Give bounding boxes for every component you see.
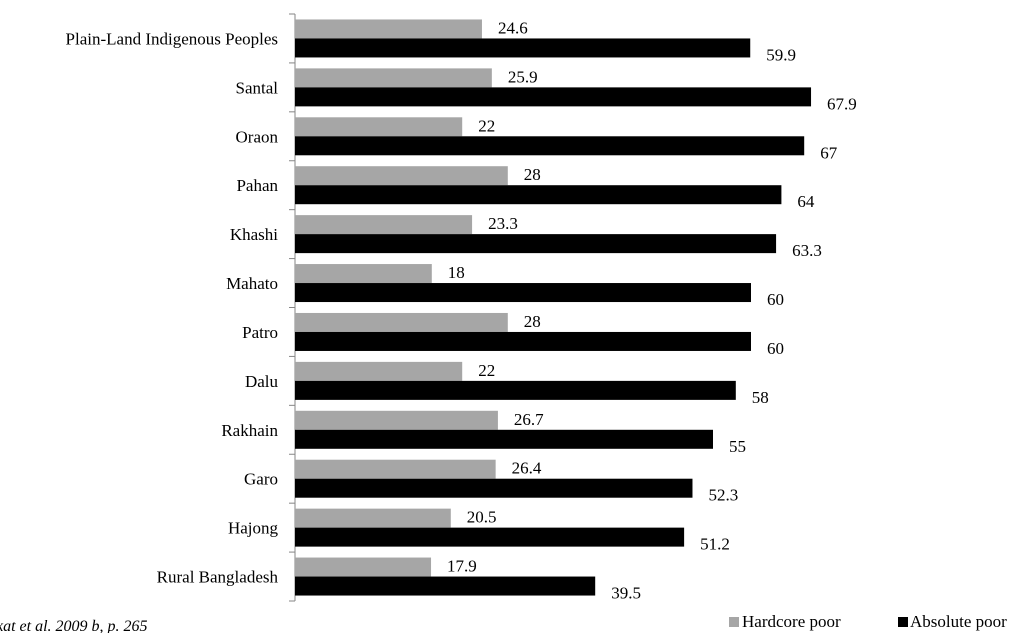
category-label-mahato: Mahato (226, 274, 278, 293)
legend-swatch-hardcore-poor (729, 617, 739, 627)
legend-label-absolute-poor: Absolute poor (910, 612, 1007, 631)
value-label-hardcore-poor-dalu: 22 (478, 361, 495, 380)
value-label-absolute-poor-santal: 67.9 (827, 94, 857, 113)
category-label-santal: Santal (236, 78, 279, 97)
bar-absolute-poor-garo (295, 478, 693, 498)
category-label-patro: Patro (242, 323, 278, 342)
value-label-hardcore-poor-santal: 25.9 (508, 67, 538, 86)
category-label-rural-bangladesh: Rural Bangladesh (157, 568, 279, 587)
category-label-oraon: Oraon (236, 127, 279, 146)
bar-absolute-poor-plain-land-indigenous-peoples (295, 38, 751, 58)
value-label-hardcore-poor-plain-land-indigenous-peoples: 24.6 (498, 18, 528, 37)
bar-absolute-poor-dalu (295, 380, 736, 400)
bars (295, 19, 812, 596)
bar-hardcore-poor-dalu (295, 361, 463, 381)
bar-hardcore-poor-plain-land-indigenous-peoples (295, 19, 482, 39)
value-label-hardcore-poor-pahan: 28 (524, 165, 541, 184)
value-label-absolute-poor-patro: 60 (767, 339, 784, 358)
value-label-absolute-poor-garo: 52.3 (708, 486, 738, 505)
bar-absolute-poor-hajong (295, 527, 685, 547)
bar-hardcore-poor-garo (295, 459, 496, 479)
value-label-absolute-poor-dalu: 58 (752, 388, 769, 407)
bar-absolute-poor-patro (295, 331, 751, 351)
source-note: kat et al. 2009 b, p. 265 (0, 618, 148, 633)
bar-hardcore-poor-khashi (295, 215, 473, 235)
category-label-pahan: Pahan (236, 176, 278, 195)
bar-hardcore-poor-patro (295, 312, 508, 332)
value-label-absolute-poor-hajong: 51.2 (700, 535, 730, 554)
value-label-absolute-poor-pahan: 64 (797, 192, 815, 211)
bar-hardcore-poor-hajong (295, 508, 451, 528)
value-label-absolute-poor-rural-bangladesh: 39.5 (611, 584, 641, 603)
category-label-rakhain: Rakhain (221, 421, 278, 440)
bar-hardcore-poor-pahan (295, 166, 508, 186)
value-label-hardcore-poor-garo: 26.4 (512, 459, 542, 478)
legend: Hardcore poor Absolute poor (729, 612, 1007, 631)
value-label-absolute-poor-rakhain: 55 (729, 437, 746, 456)
bar-absolute-poor-rural-bangladesh (295, 576, 596, 596)
bar-hardcore-poor-santal (295, 68, 492, 88)
bar-hardcore-poor-rakhain (295, 410, 498, 430)
labels: Plain-Land Indigenous Peoples 24.6 59.9 San… (66, 18, 857, 602)
bar-absolute-poor-khashi (295, 234, 777, 254)
bar-absolute-poor-mahato (295, 283, 751, 303)
category-axis (289, 13, 296, 602)
bar-hardcore-poor-mahato (295, 264, 432, 284)
value-label-hardcore-poor-mahato: 18 (448, 263, 465, 282)
category-label-plain-land-indigenous-peoples: Plain-Land Indigenous Peoples (66, 29, 278, 48)
value-label-absolute-poor-khashi: 63.3 (792, 241, 822, 260)
bar-absolute-poor-pahan (295, 185, 782, 205)
value-label-hardcore-poor-rural-bangladesh: 17.9 (447, 557, 477, 576)
category-label-dalu: Dalu (245, 372, 279, 391)
category-label-garo: Garo (244, 470, 278, 489)
value-label-absolute-poor-plain-land-indigenous-peoples: 59.9 (766, 45, 796, 64)
category-label-khashi: Khashi (230, 225, 278, 244)
bar-hardcore-poor-rural-bangladesh (295, 557, 432, 577)
bar-absolute-poor-santal (295, 87, 812, 107)
legend-label-hardcore-poor: Hardcore poor (742, 612, 841, 631)
category-label-hajong: Hajong (228, 519, 279, 538)
value-label-absolute-poor-mahato: 60 (767, 290, 784, 309)
bar-absolute-poor-rakhain (295, 429, 713, 449)
value-label-hardcore-poor-patro: 28 (524, 312, 541, 331)
value-label-hardcore-poor-khashi: 23.3 (488, 214, 518, 233)
legend-swatch-absolute-poor (898, 617, 908, 627)
value-label-absolute-poor-oraon: 67 (820, 143, 838, 162)
value-label-hardcore-poor-oraon: 22 (478, 116, 495, 135)
value-label-hardcore-poor-rakhain: 26.7 (514, 410, 544, 429)
value-label-hardcore-poor-hajong: 20.5 (467, 508, 497, 527)
bar-hardcore-poor-oraon (295, 117, 463, 137)
bar-absolute-poor-oraon (295, 136, 805, 156)
